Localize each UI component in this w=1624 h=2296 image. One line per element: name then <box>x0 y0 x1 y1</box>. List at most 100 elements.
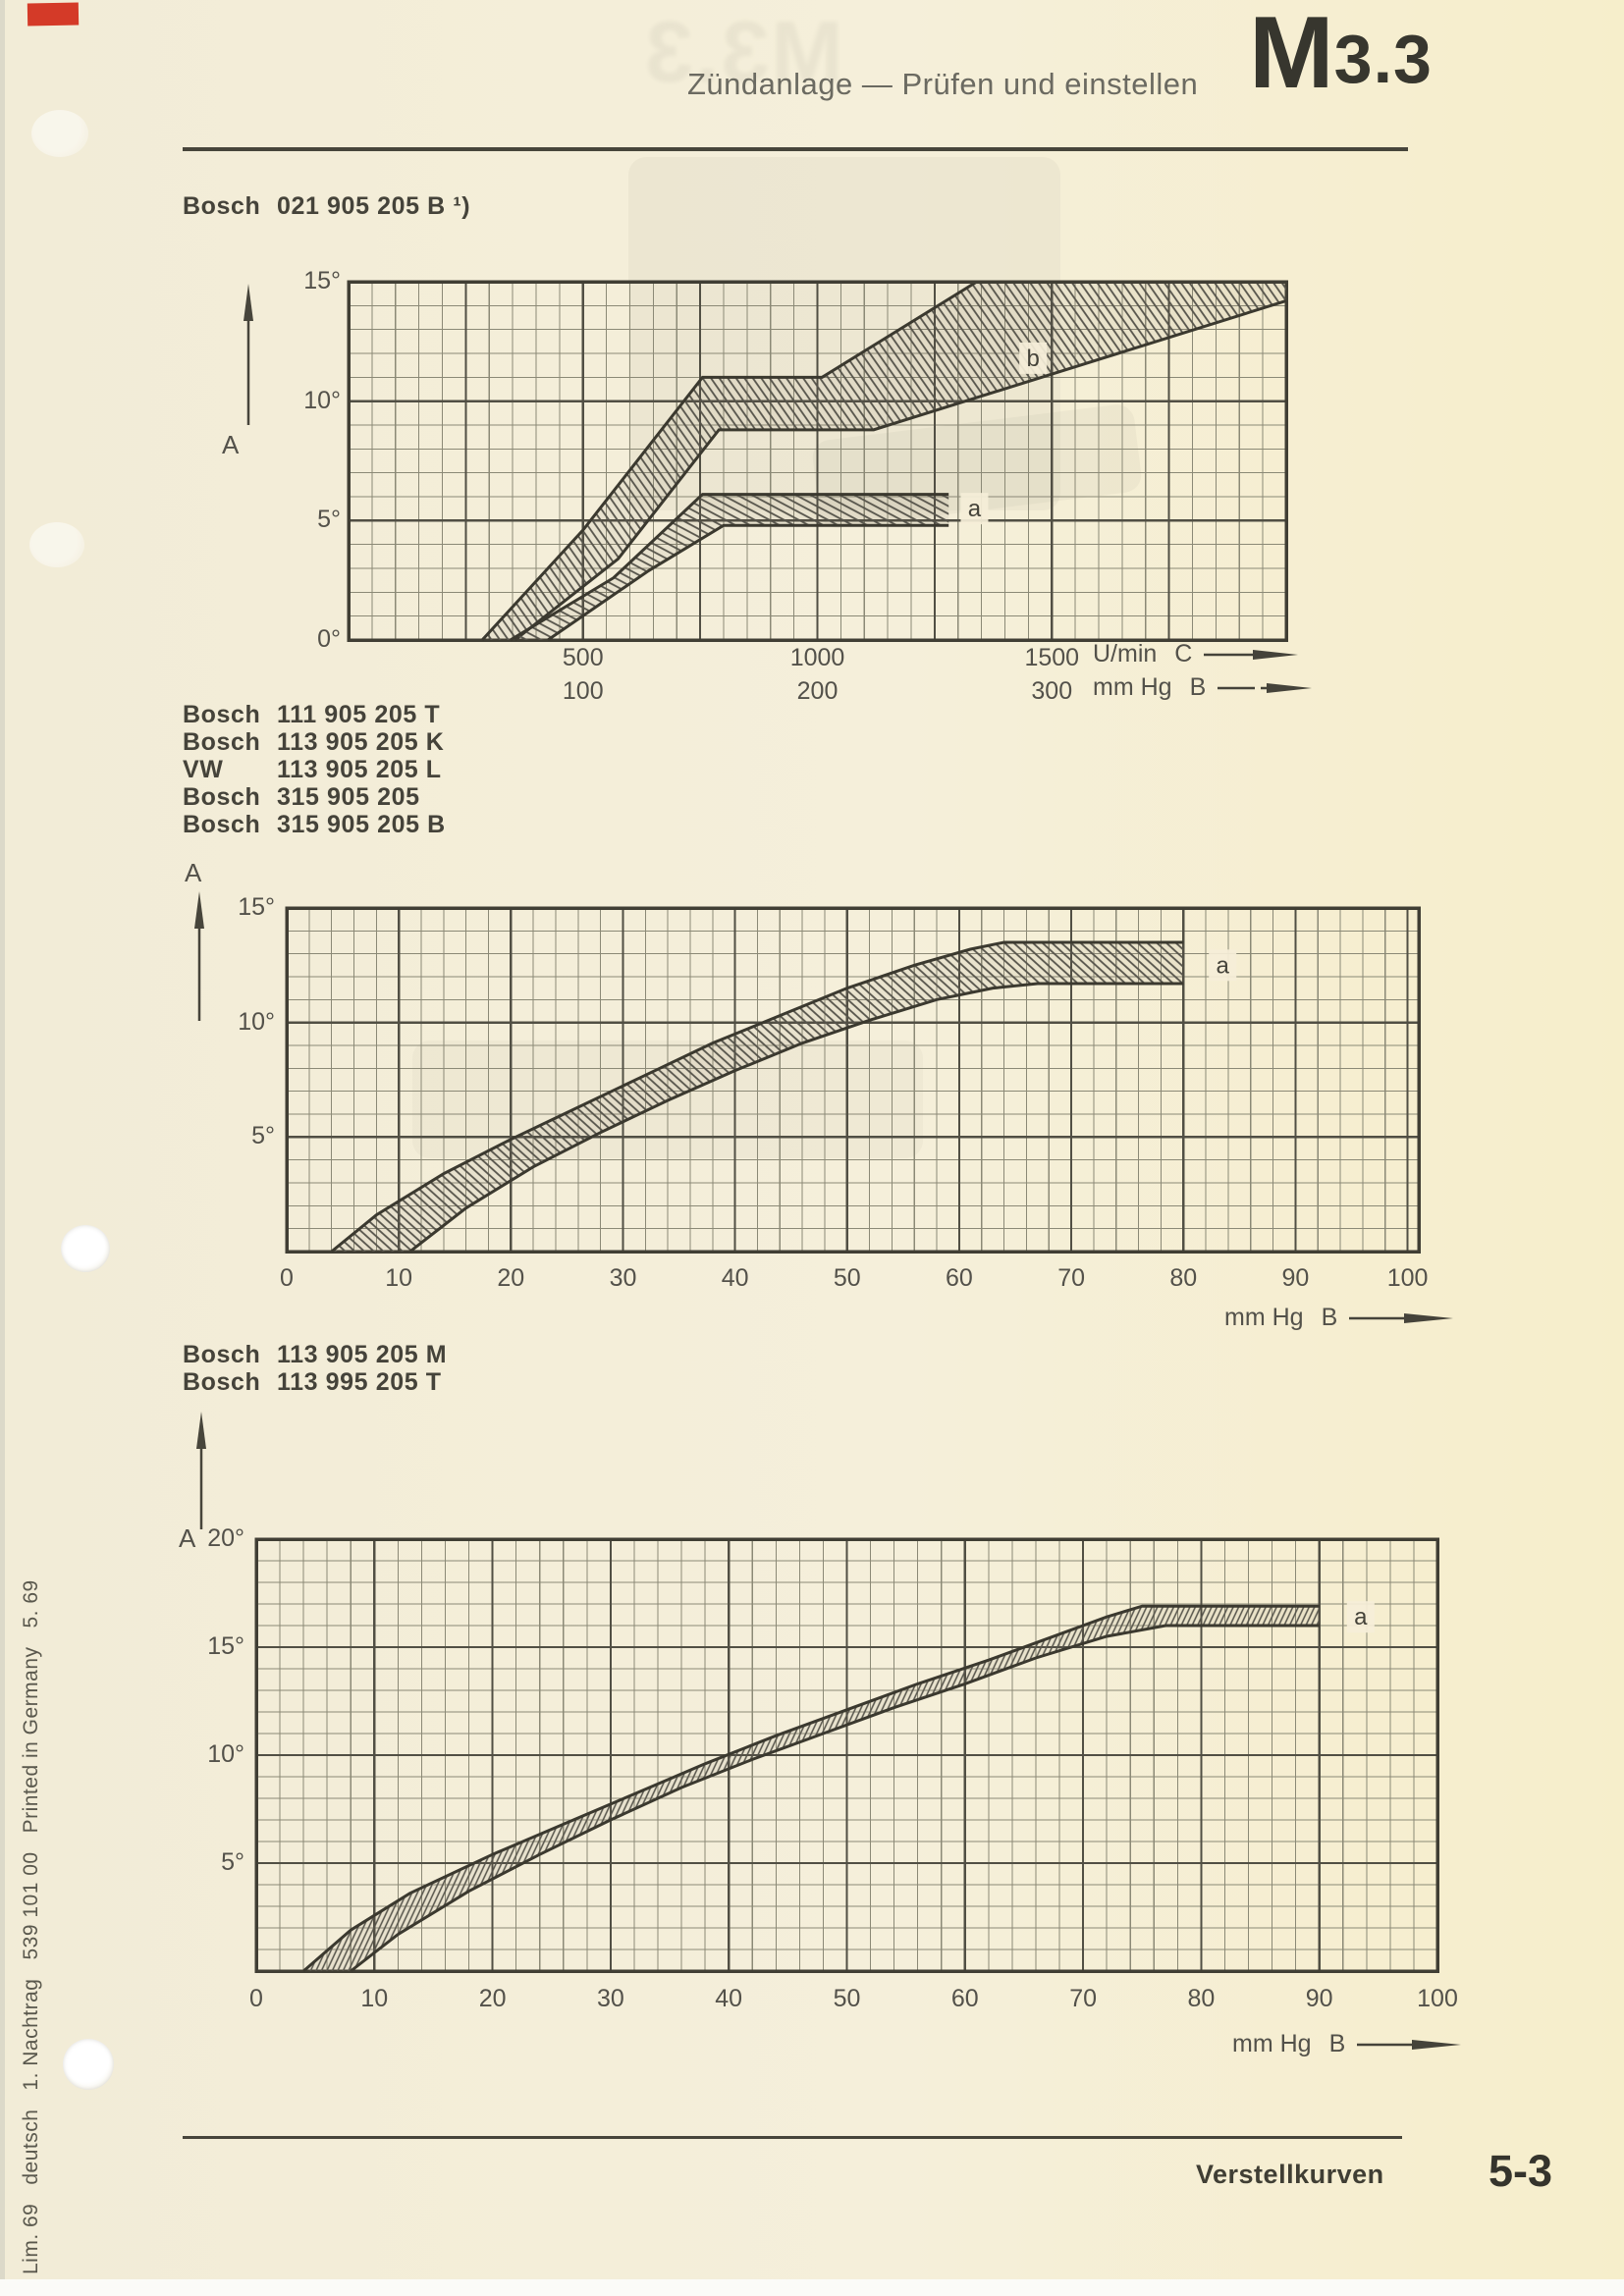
axis-a-label: A <box>179 1523 196 1553</box>
x-tick-label: 60 <box>946 1264 973 1292</box>
page-number: 5-3 <box>1489 2146 1553 2196</box>
page-title: Zündanlage — Prüfen und einstellen <box>687 67 1199 101</box>
axis-letter: C <box>1174 640 1193 667</box>
brand-label: Bosch <box>183 783 261 811</box>
section-code-letter: M <box>1249 0 1334 110</box>
x-tick-label: 50 <box>833 1985 861 2012</box>
x-tick-label: 10 <box>360 1985 389 2012</box>
y-tick-label: 15° <box>207 1632 244 1660</box>
hole-punch <box>61 1225 110 1272</box>
x-tick-label: 80 <box>1187 1985 1216 2012</box>
x-tick-label: 90 <box>1305 1985 1333 2012</box>
chart1-x-legend-vacuum: mm Hg B <box>1093 673 1314 702</box>
x-tick-label: 20 <box>478 1985 507 2012</box>
right-arrow-icon <box>1357 2039 1462 2050</box>
x-tick-label: 100 <box>562 677 604 705</box>
chart3-x-legend: mm Hg B <box>1232 2030 1463 2058</box>
right-arrow-icon <box>1204 649 1299 660</box>
y-tick-label: 15° <box>238 893 275 921</box>
part-number: 315 905 205 B <box>277 811 446 838</box>
part-number-line: Bosch 113 905 205 K <box>183 728 446 756</box>
y-tick-label: 0° <box>317 625 341 653</box>
y-tick-label: 10° <box>303 386 341 414</box>
unit-label: mm Hg <box>1224 1304 1304 1331</box>
band-label: a <box>1354 1604 1368 1630</box>
x-tick-label: 80 <box>1169 1264 1198 1292</box>
part-number-line: Bosch 113 905 205 M <box>183 1341 447 1368</box>
hole-punch <box>63 2039 114 2090</box>
section-code: M 3.3 <box>1249 2 1433 104</box>
part-number: 111 905 205 T <box>277 701 441 728</box>
brand-label: Bosch <box>183 192 261 220</box>
axis-a-label: A <box>185 858 202 887</box>
x-tick-label: 30 <box>609 1264 637 1292</box>
x-tick-label: 0 <box>280 1264 294 1292</box>
right-arrow-icon <box>1349 1312 1454 1323</box>
y-tick-label: 5° <box>317 506 341 534</box>
brand-label: Bosch <box>183 1368 261 1396</box>
axis-letter: B <box>1321 1304 1338 1331</box>
brand-label: VW <box>183 756 224 783</box>
part-number-line: Bosch 315 905 205 <box>183 783 446 811</box>
chart-2-plot: a <box>285 906 1421 1254</box>
hole-punch <box>29 522 84 567</box>
x-tick-label: 200 <box>796 677 839 705</box>
footer-rule <box>183 2136 1402 2139</box>
x-tick-label: 50 <box>833 1264 861 1292</box>
band-label: a <box>968 496 982 522</box>
x-tick-label: 100 <box>1417 1985 1458 2012</box>
x-tick-label: 500 <box>562 644 604 671</box>
axis-letter: B <box>1328 2030 1346 2057</box>
part-number: 315 905 205 <box>277 783 420 811</box>
y-tick-label: 10° <box>207 1740 244 1768</box>
y-tick-label: 5° <box>251 1122 275 1150</box>
hole-punch <box>31 110 88 157</box>
part-number: 113 905 205 M <box>277 1341 448 1368</box>
brand-label: Bosch <box>183 701 261 728</box>
unit-label: U/min <box>1093 640 1158 667</box>
brand-label: Bosch <box>183 1341 261 1368</box>
brand-label: Bosch <box>183 728 261 756</box>
scan-edge-shadow <box>0 0 5 2296</box>
part-number: 113 995 205 T <box>277 1368 442 1396</box>
y-tick-label: 5° <box>221 1848 244 1876</box>
part-number-line: VW 113 905 205 L <box>183 756 446 783</box>
chart3-part-numbers: Bosch 113 905 205 M Bosch 113 995 205 T <box>183 1341 447 1396</box>
margin-imprint: Lim. 69 deutsch 1. Nachtrag 539 101 00 P… <box>20 1579 42 2274</box>
chart2-x-legend: mm Hg B <box>1224 1304 1455 1332</box>
x-tick-label: 0 <box>249 1985 263 2012</box>
chart1-part-numbers: Bosch 021 905 205 B ¹) <box>183 192 470 220</box>
axis-a-label: A <box>222 430 240 459</box>
y-tick-label: 15° <box>303 267 341 294</box>
x-tick-label: 1500 <box>1024 644 1080 671</box>
y-tick-label: 20° <box>207 1524 244 1552</box>
chart-1-plot: ba <box>347 280 1288 642</box>
chart2-part-numbers: Bosch 111 905 205 T Bosch 113 905 205 K VW 11… <box>183 701 446 838</box>
x-tick-label: 60 <box>950 1985 979 2012</box>
chart1-x-legend-rpm: U/min C <box>1093 640 1300 668</box>
unit-label: mm Hg <box>1093 673 1172 701</box>
chart-3-plot: a <box>254 1537 1439 1973</box>
footer-label: Verstellkurven <box>1196 2160 1384 2189</box>
section-code-number: 3.3 <box>1333 21 1433 97</box>
x-tick-label: 300 <box>1031 677 1073 705</box>
x-tick-label: 20 <box>497 1264 525 1292</box>
part-number: 113 905 205 K <box>277 728 445 756</box>
part-number: 021 905 205 B ¹) <box>277 192 471 220</box>
header-rule <box>183 147 1408 151</box>
axis-a-arrow-icon <box>196 1412 206 1529</box>
unit-label: mm Hg <box>1232 2030 1312 2057</box>
axis-a-arrow-icon <box>244 284 253 425</box>
x-tick-label: 100 <box>1386 1264 1429 1292</box>
axis-a-arrow-icon <box>194 891 204 1021</box>
x-tick-label: 70 <box>1069 1985 1097 2012</box>
x-tick-label: 30 <box>596 1985 624 2012</box>
scan-page-edge <box>0 2279 1624 2296</box>
part-number-line: Bosch 021 905 205 B ¹) <box>183 192 470 220</box>
x-tick-label: 70 <box>1057 1264 1085 1292</box>
part-number: 113 905 205 L <box>277 756 442 783</box>
brand-label: Bosch <box>183 811 261 838</box>
band-label: b <box>1026 346 1039 372</box>
y-tick-label: 10° <box>238 1007 275 1036</box>
